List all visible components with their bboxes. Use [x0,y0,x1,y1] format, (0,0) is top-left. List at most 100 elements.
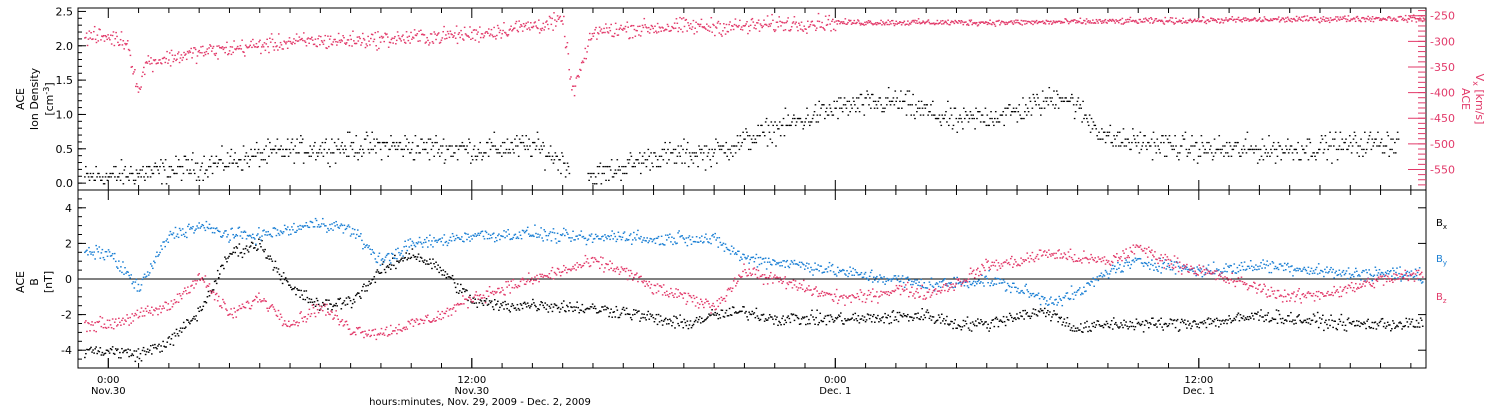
bx-point [1141,320,1144,323]
velocity-point [562,23,564,25]
density-point [1377,131,1379,133]
bx-point [516,303,519,306]
velocity-point [1370,18,1373,20]
bx-point [226,261,228,263]
bx-point [1189,322,1191,325]
velocity-point [1421,20,1424,23]
bx-point [166,341,169,343]
bx-point [115,349,118,352]
by-point [716,237,719,239]
density-point [437,152,439,154]
density-point [654,152,656,154]
velocity-point [104,34,107,37]
bx-point [1058,316,1060,319]
velocity-point [158,59,160,61]
bx-point [725,309,728,312]
density-point [864,97,867,99]
density-point [256,152,259,154]
velocity-point [702,26,705,29]
by-point [485,231,488,234]
by-point [303,225,306,227]
bx-point [396,260,398,262]
bx-point [878,321,880,323]
density-point [1372,145,1375,147]
velocity-point [264,49,267,52]
bx-point [192,317,194,320]
density-point [1397,138,1400,140]
bx-point [760,314,763,316]
bx-point [1017,317,1019,319]
bx-point [680,321,682,323]
density-point [167,176,170,178]
by-point [348,226,351,228]
bx-point [945,319,947,322]
velocity-point [648,32,651,34]
by-point [461,236,463,238]
bx-point [868,317,871,320]
velocity-point [572,85,575,87]
bx-point [1293,323,1295,325]
velocity-point [194,48,197,51]
by-point [438,238,440,241]
velocity-point [749,24,752,27]
bx-point [663,318,666,321]
density-point [1279,145,1282,147]
velocity-point [485,31,487,33]
density-point [1099,138,1101,140]
velocity-point [545,21,547,23]
velocity-point [575,77,578,79]
bx-point [722,315,725,318]
velocity-point [778,16,780,18]
by-point [337,226,340,229]
bx-point [143,350,146,352]
bx-point [830,316,833,318]
bx-point [664,317,667,320]
by-point [715,239,718,241]
velocity-point [947,19,949,21]
bx-point [1021,315,1023,318]
by-point [386,253,389,255]
density-point [1306,138,1309,140]
by-point [646,237,649,239]
bx-point [169,343,172,346]
density-point [389,148,391,151]
by-point [596,235,599,237]
density-point [1175,145,1177,147]
velocity-point [413,29,416,31]
by-point [187,225,189,228]
by-point [387,252,390,255]
density-point [1039,107,1041,109]
bx-point [661,324,664,326]
by-point [724,243,727,245]
density-point [855,111,857,113]
density-point [871,93,874,96]
density-point [521,135,524,137]
velocity-point [195,62,198,65]
velocity-point [109,39,111,41]
density-point [973,117,975,120]
velocity-point [143,66,145,69]
bx-point [1390,330,1392,332]
density-point [1229,145,1232,147]
density-point [1045,100,1048,103]
bx-point [985,321,987,323]
by-point [408,246,411,248]
density-point [315,159,317,161]
bx-point [937,314,940,316]
velocity-point [672,27,675,30]
density-point [266,162,268,164]
density-point [1277,141,1280,144]
bx-point [90,346,92,349]
bx-point [1288,315,1290,317]
by-point [109,255,112,257]
bx-point [123,350,125,352]
velocity-point [1025,20,1027,22]
velocity-point [187,52,190,54]
density-point [382,141,385,144]
bx-point [292,288,294,290]
by-point [249,235,252,237]
density-point [957,121,959,123]
velocity-point [1395,20,1398,22]
velocity-point [489,33,492,35]
by-point [444,241,447,244]
